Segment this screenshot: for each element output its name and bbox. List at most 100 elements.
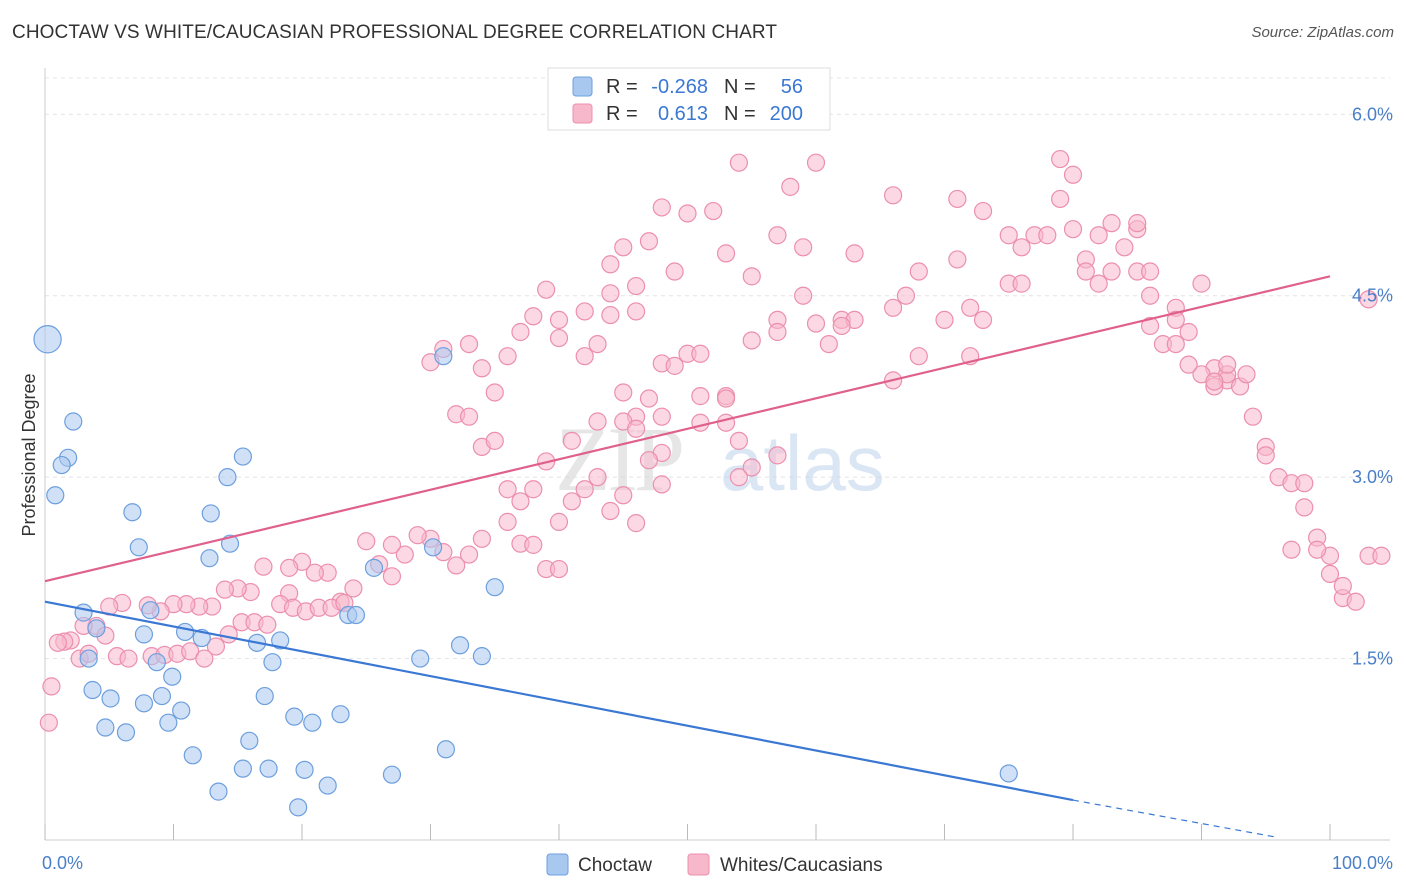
y-axis-label: Professional Degree (19, 373, 39, 536)
whites-point-144 (562, 492, 581, 511)
whites-point-173 (280, 558, 299, 577)
whites-point-71 (1140, 262, 1160, 281)
whites-point-151 (652, 475, 671, 494)
whites-point-156 (498, 512, 517, 531)
whites-point-119 (704, 201, 723, 221)
whites-point-118 (768, 226, 787, 245)
whites-point-129 (498, 347, 517, 366)
stats-legend: R = -0.268 N = 56 R = 0.613 N = 200 (547, 67, 831, 131)
whites-point-10 (601, 284, 620, 303)
choctaw-point-29 (159, 713, 178, 732)
legend-r-label-1: R = (606, 76, 638, 98)
choctaw-point-5 (123, 503, 142, 522)
whites-point-50 (948, 250, 967, 269)
x-tick-label-1: 100.0% (1332, 853, 1393, 873)
whites-point-31 (729, 431, 749, 450)
whites-point-97 (1320, 564, 1340, 584)
whites-point-117 (794, 238, 813, 257)
choctaw-point-20 (134, 625, 154, 644)
choctaw-point-49 (411, 649, 430, 668)
whites-point-204 (206, 637, 226, 656)
whites-point-92 (1295, 498, 1314, 517)
choctaw-point-41 (318, 776, 337, 795)
whites-point-124 (601, 255, 620, 274)
choctaw-point-36 (183, 746, 202, 765)
whites-point-162 (408, 526, 427, 545)
whites-point-47 (909, 262, 928, 281)
y-tick-label-0: 1.5% (1352, 649, 1393, 669)
whites-point-27 (562, 431, 581, 450)
whites-point-40 (794, 286, 813, 305)
whites-point-33 (729, 468, 749, 487)
legend-swatch-whites (572, 103, 593, 124)
whites-point-23 (652, 407, 671, 426)
whites-point-67 (1089, 274, 1108, 293)
choctaw-point-42 (209, 782, 228, 801)
bottom-legend: Choctaw Whites/Caucasians (546, 853, 883, 876)
whites-point-2 (652, 198, 671, 217)
whites-point-178 (215, 580, 234, 599)
whites-point-19 (691, 387, 710, 406)
choctaw-point-31 (116, 723, 136, 742)
whites-point-36 (768, 446, 787, 465)
choctaw-point-52 (436, 740, 456, 759)
whites-point-15 (626, 302, 646, 321)
y-tick-label-2: 4.5% (1352, 286, 1393, 306)
whites-point-35 (716, 413, 736, 432)
whites-point-39 (819, 334, 838, 354)
choctaw-point-33 (285, 707, 304, 726)
legend-n-value-2: 200 (770, 103, 803, 125)
whites-point-164 (382, 535, 402, 554)
whites-point-22 (639, 389, 659, 408)
choctaw-point-13 (87, 619, 106, 638)
choctaw-point-24 (147, 653, 166, 672)
whites-point-163 (395, 545, 414, 564)
choctaw-point-21 (79, 649, 98, 668)
whites-point-159 (447, 556, 466, 575)
bottom-legend-choctaw: Choctaw (578, 855, 652, 876)
choctaw-point-39 (259, 759, 278, 778)
whites-point-148 (614, 486, 633, 505)
whites-point-51 (973, 310, 993, 330)
whites-point-30 (716, 389, 736, 408)
whites-point-3 (716, 244, 736, 263)
x-tick-labels: 0.0% 100.0% (42, 853, 1393, 873)
choctaw-point-37 (240, 731, 259, 750)
choctaw-point-48 (450, 636, 470, 655)
whites-point-18 (691, 344, 710, 363)
whites-point-52 (935, 310, 954, 330)
choctaw-point-38 (233, 759, 252, 778)
whites-point-88 (1256, 446, 1275, 465)
whites-point-141 (524, 480, 543, 499)
whites-point-132 (459, 334, 479, 354)
whites-point-74 (1140, 316, 1160, 336)
whites-point-63 (1102, 214, 1121, 233)
choctaw-point-10 (220, 534, 240, 553)
whites-point-21 (614, 383, 633, 402)
choctaw-point-23 (101, 689, 120, 708)
whites-point-136 (459, 407, 479, 426)
whites-point-103 (1359, 290, 1378, 309)
whites-point-138 (485, 431, 504, 450)
choctaw-point-1 (64, 412, 83, 431)
whites-point-26 (588, 412, 607, 431)
series-choctaw-points (33, 325, 1018, 817)
whites-point-153 (524, 535, 543, 554)
legend-r-value-1: -0.268 (651, 76, 708, 98)
legend-swatch-choctaw (572, 76, 593, 97)
whites-point-91 (1295, 474, 1314, 493)
whites-point-105 (1218, 355, 1237, 374)
whites-point-167 (382, 567, 402, 586)
chart-title: CHOCTAW VS WHITE/CAUCASIAN PROFESSIONAL … (12, 22, 778, 43)
whites-point-155 (549, 559, 569, 579)
whites-point-76 (1166, 334, 1185, 354)
choctaw-point-43 (289, 798, 308, 817)
whites-point-56 (961, 298, 980, 317)
whites-point-112 (948, 189, 967, 209)
choctaw-point-47 (423, 538, 443, 557)
whites-point-57 (999, 226, 1018, 245)
whites-point-108 (1128, 214, 1147, 233)
whites-point-102 (1333, 576, 1352, 596)
bottom-legend-swatch-choctaw (546, 853, 569, 876)
bottom-legend-whites: Whites/Caucasians (720, 855, 883, 876)
